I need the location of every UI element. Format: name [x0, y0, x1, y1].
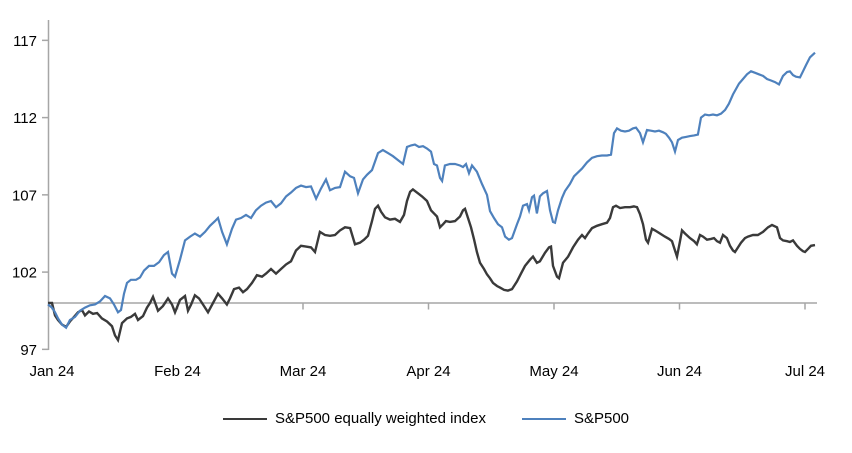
y-axis-tick-label: 107 — [12, 187, 37, 204]
sp500-equal-weight-line — [48, 187, 816, 344]
y-axis-tick-label: 102 — [12, 265, 37, 282]
legend-label-sp500: S&P500 — [573, 410, 630, 427]
sp500-line-swatch — [521, 417, 566, 420]
x-axis-tick-label: Mar 24 — [280, 363, 327, 380]
legend: S&P500 equally weighted index S&P500 — [0, 410, 852, 427]
x-axis-tick-label: Apr 24 — [406, 363, 450, 380]
legend-item-sp500: S&P500 — [521, 410, 630, 427]
x-axis-tick-label: Jul 24 — [785, 363, 825, 380]
y-axis-tick-label: 97 — [20, 342, 37, 359]
x-axis-tick-label: Jun 24 — [657, 363, 702, 380]
legend-label-equal-weight: S&P500 equally weighted index — [274, 410, 486, 427]
y-axis-tick-label: 112 — [13, 110, 37, 127]
x-axis-tick-label: Feb 24 — [154, 363, 201, 380]
legend-item-equal-weight: S&P500 equally weighted index — [222, 410, 486, 427]
y-axis-tick-label: 117 — [13, 33, 37, 50]
x-axis-tick-label: May 24 — [529, 363, 578, 380]
sp500-line — [47, 51, 816, 330]
equal-weight-line-swatch — [222, 417, 267, 420]
x-axis-tick-label: Jan 24 — [29, 363, 74, 380]
